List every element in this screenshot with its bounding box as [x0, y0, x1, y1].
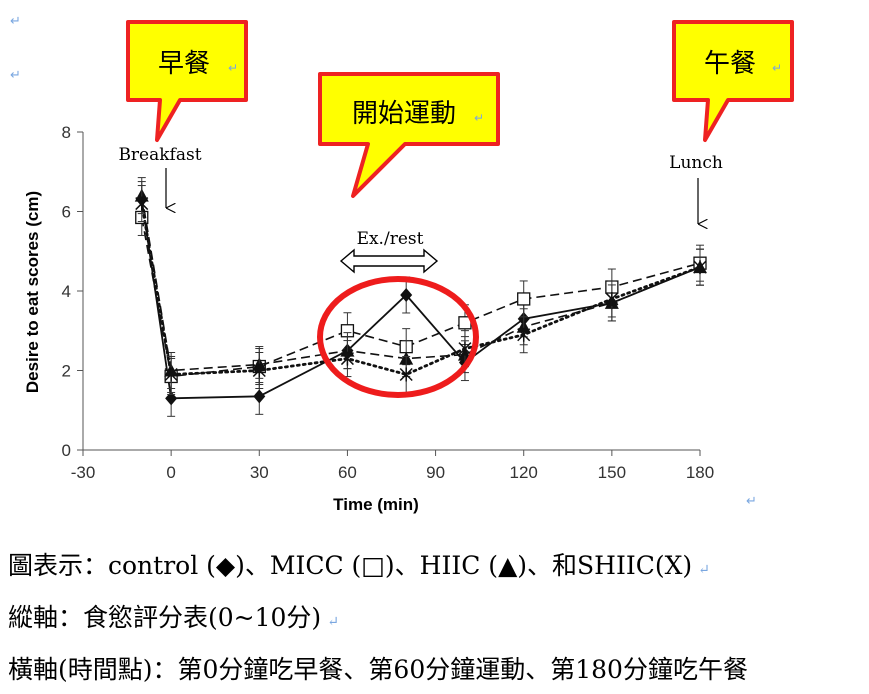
- data-point-SHIIC: [340, 351, 354, 366]
- data-point-MICC: [517, 292, 531, 306]
- x-tick-label: -30: [71, 463, 96, 482]
- data-point-SHIIC: [399, 367, 413, 382]
- caption-y-axis: 縱軸：食慾評分表(0~10分) ↵: [8, 603, 339, 632]
- caption-legend: 圖表示：control (◆)、MICC (□)、HIIC (▲)、和SHIIC…: [8, 551, 710, 580]
- x-tick-label: 150: [598, 463, 626, 482]
- lunch-callout-text: 午餐: [704, 49, 756, 79]
- exercise-double-arrow: [339, 248, 439, 274]
- x-tick-label: 30: [250, 463, 269, 482]
- data-point-control: [253, 389, 266, 404]
- data-point-SHIIC: [164, 367, 178, 382]
- y-axis-label: Desire to eat scores (cm): [23, 191, 42, 393]
- paragraph-mark: ↵: [772, 61, 782, 75]
- exercise-callout-text: 開始運動: [352, 99, 456, 129]
- exercise-annotation: Ex./rest: [357, 229, 424, 249]
- paragraph-mark: ↵: [746, 494, 757, 509]
- data-point-SHIIC: [135, 196, 149, 211]
- paragraph-mark: ↵: [10, 14, 21, 29]
- breakfast-callout-text: 早餐: [158, 49, 210, 79]
- series-line-SHIIC: [140, 202, 702, 376]
- paragraph-mark: ↵: [698, 562, 710, 578]
- breakfast-callout: [126, 20, 248, 142]
- y-tick-label: 8: [62, 123, 71, 142]
- exercise-highlight-circle: [317, 276, 479, 398]
- data-point-SHIIC: [693, 260, 707, 275]
- paragraph-mark: ↵: [228, 61, 238, 75]
- lunch-callout: [672, 20, 794, 142]
- y-tick-label: 2: [62, 362, 71, 381]
- x-tick-label: 120: [510, 463, 538, 482]
- data-point-SHIIC: [605, 291, 619, 306]
- lunch-annotation: Lunch: [669, 153, 723, 173]
- data-point-SHIIC: [517, 327, 531, 342]
- data-point-SHIIC: [252, 363, 266, 378]
- y-tick-label: 0: [62, 441, 71, 460]
- x-tick-label: 180: [686, 463, 714, 482]
- paragraph-mark: ↵: [327, 614, 339, 630]
- exercise-callout: [318, 72, 500, 198]
- data-point-control: [400, 287, 413, 302]
- x-axis-label: Time (min): [333, 495, 419, 514]
- y-tick-label: 6: [62, 203, 71, 222]
- paragraph-mark: ↵: [474, 111, 484, 125]
- data-point-SHIIC: [458, 341, 472, 356]
- breakfast-annotation: Breakfast: [118, 145, 201, 165]
- y-tick-label: 4: [62, 282, 71, 301]
- paragraph-mark: ↵: [10, 68, 21, 83]
- series-SHIIC: [135, 185, 707, 393]
- x-tick-label: 90: [426, 463, 445, 482]
- caption-x-axis: 橫軸(時間點)：第0分鐘吃早餐、第60分鐘運動、第180分鐘吃午餐: [8, 655, 748, 684]
- x-tick-label: 60: [338, 463, 357, 482]
- x-tick-label: 0: [166, 463, 175, 482]
